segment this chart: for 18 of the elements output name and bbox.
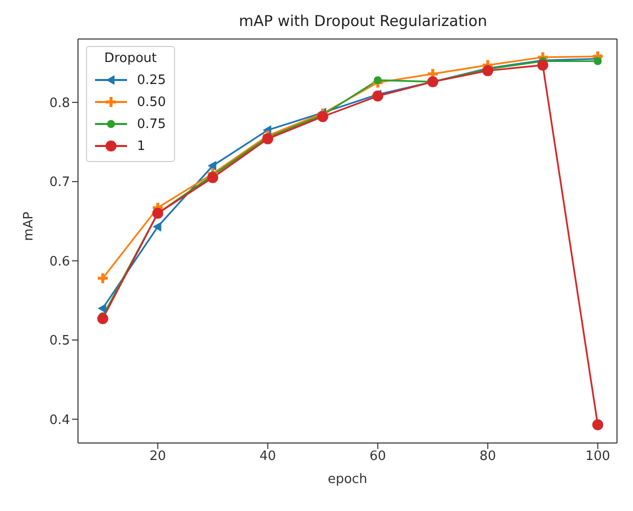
- y-tick-label: 0.4: [49, 412, 70, 428]
- y-tick-label: 0.8: [49, 96, 70, 111]
- x-tick-label: 100: [585, 449, 610, 464]
- x-tick-label: 40: [259, 449, 276, 464]
- y-tick-label: 0.7: [49, 175, 70, 190]
- x-tick-label: 20: [149, 449, 166, 464]
- legend-label: 0.75: [137, 116, 166, 132]
- legend-label: 0.50: [137, 94, 166, 110]
- legend-label: 1: [137, 138, 146, 154]
- legend-title: Dropout: [103, 51, 158, 66]
- y-tick-label: 0.5: [49, 334, 70, 349]
- chart-title: mAP with Dropout Regularization: [238, 12, 488, 30]
- x-axis-title: epoch: [328, 472, 368, 487]
- y-axis-title: mAP: [22, 211, 37, 241]
- y-tick-label: 0.6: [49, 254, 70, 270]
- x-tick-label: 60: [369, 449, 386, 464]
- x-tick-label: 80: [479, 449, 496, 464]
- legend-label: 0.25: [137, 72, 166, 88]
